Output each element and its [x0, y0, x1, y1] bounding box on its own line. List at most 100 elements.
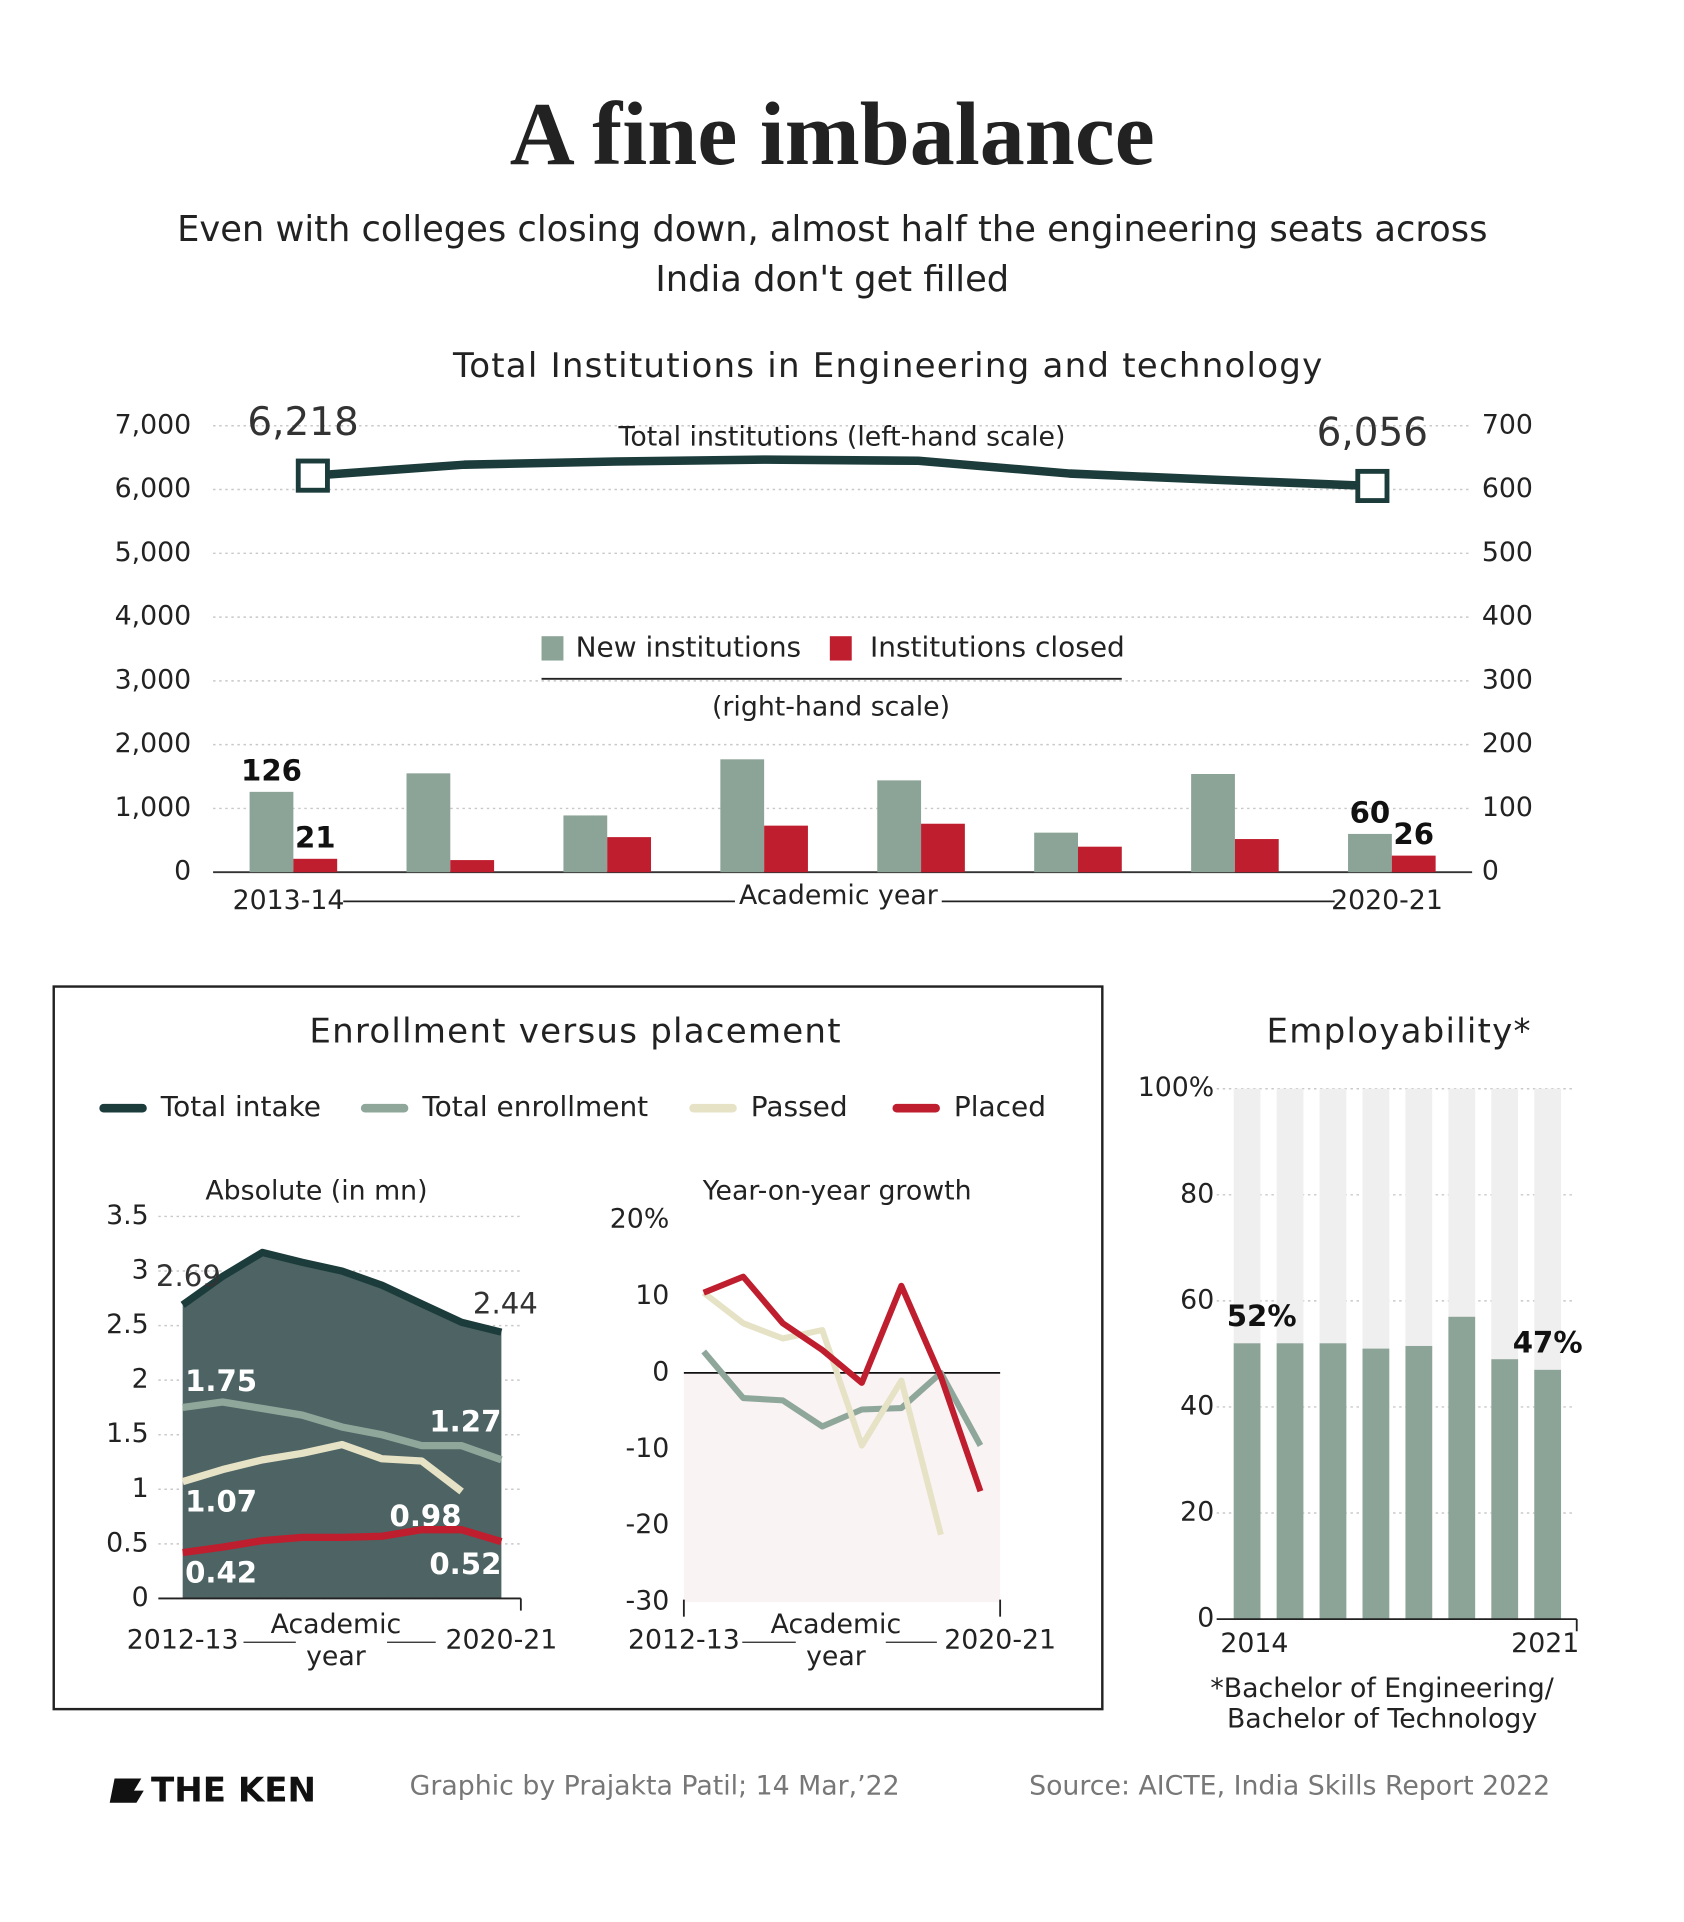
bar	[1491, 1359, 1519, 1620]
data-label: 47%	[1513, 1325, 1583, 1359]
bar	[764, 825, 808, 873]
y-tick-label: 40	[1180, 1390, 1214, 1421]
bar	[1405, 1345, 1433, 1620]
series-label: Total institutions (left-hand scale)	[618, 421, 1066, 452]
line	[701, 1349, 984, 1447]
bar	[249, 791, 294, 873]
y-tick-label: 7,000	[115, 409, 192, 440]
y-tick-label: 100%	[1138, 1072, 1214, 1103]
bar	[720, 759, 765, 873]
point-marker	[295, 458, 330, 493]
panel-title: Enrollment versus placement	[309, 1011, 841, 1051]
y-tick-label: 1,000	[115, 792, 192, 823]
line	[182, 1398, 503, 1464]
legend-label: Institutions closed	[870, 630, 1125, 663]
bar	[1319, 1343, 1347, 1620]
line	[181, 1440, 464, 1495]
data-label: 1.75	[185, 1364, 257, 1398]
y-tick-label: 0	[652, 1356, 669, 1387]
x-tick-label: 2014	[1220, 1628, 1288, 1659]
y-tick-label: 6,000	[115, 473, 192, 504]
y-tick-label: 2.5	[106, 1309, 149, 1340]
y-tick-label: 0.5	[106, 1527, 149, 1558]
y-tick-label: 500	[1482, 537, 1533, 568]
data-label: 2.44	[473, 1286, 538, 1320]
y-tick-label: 300	[1482, 664, 1533, 695]
point-marker	[1355, 468, 1390, 503]
bar	[1233, 1343, 1261, 1620]
legend-label: Total enrollment	[421, 1090, 648, 1123]
line	[701, 1290, 944, 1536]
legend-label: Total intake	[160, 1090, 321, 1123]
x-tick-label: 2012-13	[628, 1624, 740, 1655]
data-label: 0.52	[429, 1547, 501, 1581]
y-tick-label: 0	[1482, 856, 1499, 887]
panel-frame	[52, 985, 1104, 1711]
y-tick-label: 10	[635, 1280, 669, 1311]
negative-zone	[683, 1372, 1001, 1603]
data-label: 1.07	[185, 1485, 257, 1519]
y-tick-label: 100	[1482, 792, 1533, 823]
bar	[1077, 846, 1122, 873]
bar	[1276, 1343, 1304, 1620]
chart-title: Total Institutions in Engineering and te…	[452, 346, 1324, 386]
legend-swatch	[541, 636, 564, 661]
x-axis-label: Academic year	[271, 1609, 402, 1672]
bar	[607, 837, 652, 873]
bar	[406, 773, 451, 873]
y-tick-label: 0	[132, 1582, 149, 1613]
page-title: A fine imbalance	[510, 85, 1155, 184]
y-tick-label: 3,000	[115, 664, 192, 695]
line	[182, 1526, 503, 1557]
chart-title: Employability*	[1267, 1011, 1532, 1051]
y-tick-label: 2	[132, 1364, 149, 1395]
bar	[293, 858, 338, 873]
y-tick-label: 600	[1482, 473, 1533, 504]
line	[312, 455, 1373, 491]
bar	[1391, 855, 1436, 873]
bar	[1448, 1316, 1476, 1620]
bar	[921, 823, 965, 873]
legend-label: Placed	[954, 1090, 1046, 1123]
x-tick-label: 2012-13	[127, 1624, 239, 1655]
subtitle: India don't get filled	[655, 259, 1009, 300]
y-tick-label: 0	[174, 856, 191, 887]
y-tick-label: -20	[626, 1509, 670, 1540]
y-tick-label: 2,000	[115, 728, 192, 759]
bar	[1034, 832, 1078, 873]
chart-title: Year-on-year growth	[702, 1176, 972, 1207]
y-tick-label: 0	[1197, 1603, 1214, 1634]
y-tick-label: 80	[1180, 1178, 1214, 1209]
data-label: 6,218	[247, 400, 358, 445]
data-label: 52%	[1227, 1299, 1297, 1333]
scale-note: (right-hand scale)	[712, 691, 950, 722]
y-tick-label: 400	[1482, 601, 1533, 632]
y-tick-label: 1.5	[106, 1418, 149, 1449]
y-tick-label: 3	[132, 1255, 149, 1286]
bar	[1534, 1369, 1562, 1620]
x-axis-label: Academic year	[771, 1609, 902, 1672]
data-label: 2.69	[156, 1259, 221, 1293]
line	[702, 1273, 984, 1493]
data-label: 1.27	[429, 1404, 501, 1438]
x-tick-label: 2020-21	[1331, 885, 1443, 916]
chart-title: Absolute (in mn)	[205, 1176, 427, 1207]
data-label: 60	[1350, 795, 1391, 829]
source: Source: AICTE, India Skills Report 2022	[1029, 1770, 1550, 1801]
data-label: 126	[241, 753, 302, 787]
bar	[1234, 839, 1279, 873]
y-tick-label: 5,000	[115, 537, 192, 568]
credit: Graphic by Prajakta Patil; 14 Mar,’22	[410, 1770, 900, 1801]
legend-label: New institutions	[576, 630, 802, 663]
legend-swatch	[829, 636, 852, 661]
x-tick-label: 2020-21	[944, 1624, 1056, 1655]
x-tick-label: 2013-14	[233, 885, 345, 916]
data-label: 6,056	[1317, 410, 1428, 455]
brand-logo	[109, 1778, 144, 1803]
y-tick-label: 60	[1180, 1284, 1214, 1315]
footnote: *Bachelor of Engineering/	[1210, 1673, 1554, 1704]
y-tick-label: -30	[626, 1586, 670, 1617]
y-tick-label: 700	[1482, 409, 1533, 440]
